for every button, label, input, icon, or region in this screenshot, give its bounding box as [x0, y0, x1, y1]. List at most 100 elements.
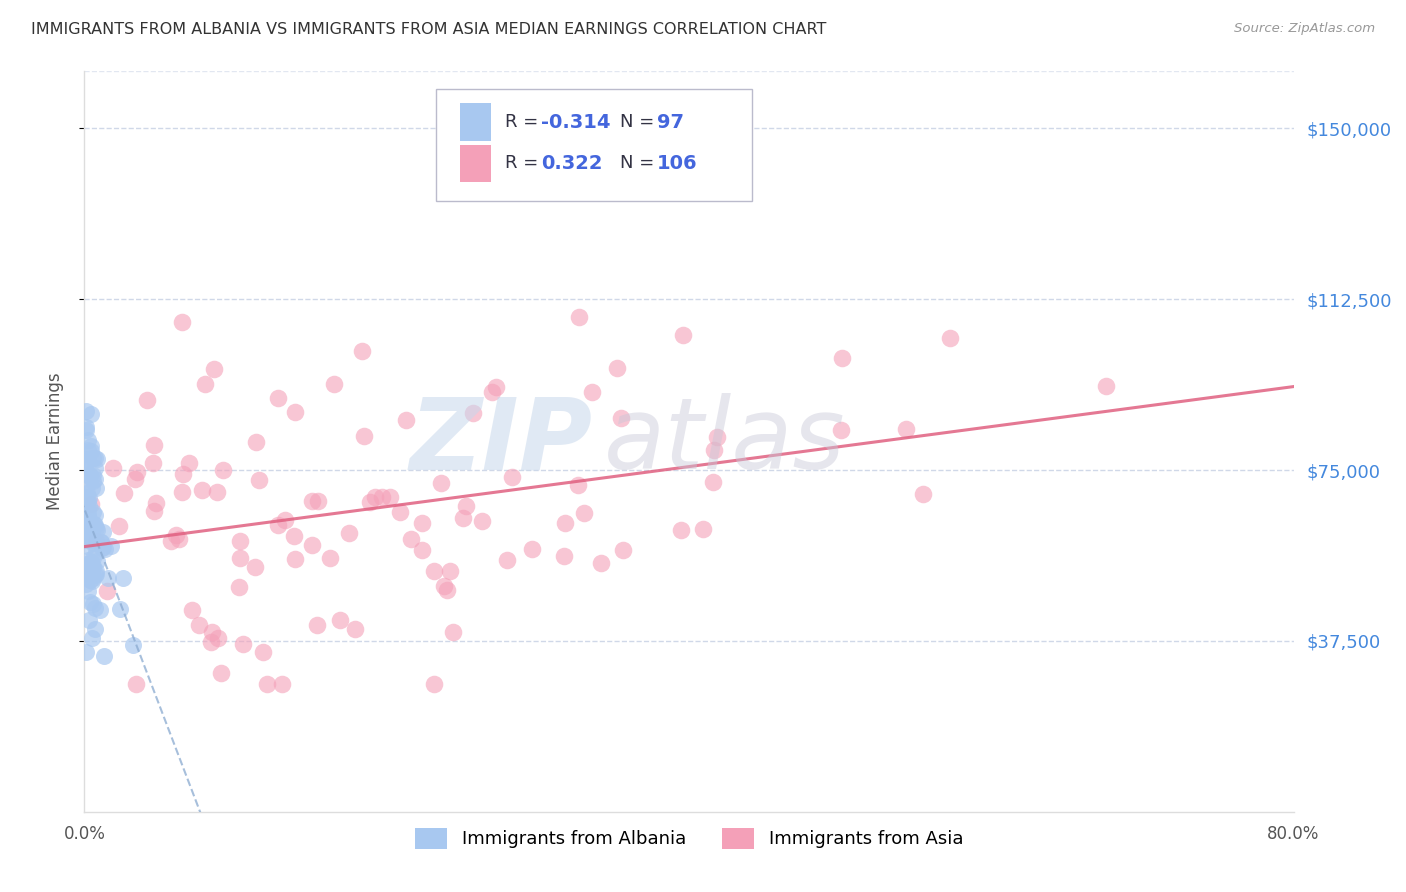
Point — [252, 645, 274, 659]
Point — [77, 513, 100, 527]
Point — [76, 494, 98, 508]
Point — [82, 450, 104, 465]
Point — [481, 384, 503, 399]
Point — [80, 631, 103, 645]
Point — [364, 491, 387, 505]
Point — [80, 521, 103, 535]
Point — [77, 494, 100, 508]
Point — [270, 677, 292, 691]
Point — [84, 566, 107, 581]
Point — [89, 603, 111, 617]
Point — [436, 583, 458, 598]
Point — [401, 532, 423, 546]
Point — [896, 422, 918, 436]
Point — [232, 637, 254, 651]
Text: R =: R = — [505, 113, 544, 131]
Point — [319, 551, 342, 566]
Point — [422, 677, 444, 691]
Point — [77, 443, 100, 458]
Point — [82, 505, 104, 519]
Point — [75, 523, 97, 537]
Point — [82, 558, 104, 573]
Point — [75, 502, 97, 516]
Point — [79, 595, 101, 609]
Point — [79, 560, 101, 574]
Point — [172, 315, 194, 329]
Point — [520, 541, 543, 556]
Point — [90, 535, 112, 549]
Point — [433, 579, 456, 593]
Point — [554, 516, 576, 530]
Point — [353, 429, 375, 443]
Point — [245, 435, 267, 450]
Point — [90, 535, 112, 549]
Point — [256, 677, 278, 691]
Point — [96, 584, 118, 599]
Point — [75, 423, 97, 437]
Point — [112, 485, 135, 500]
Point — [80, 407, 103, 421]
Point — [76, 584, 98, 599]
Point — [86, 524, 108, 538]
Point — [82, 597, 104, 611]
Point — [108, 602, 131, 616]
Point — [77, 614, 100, 628]
Point — [209, 666, 232, 681]
Point — [77, 567, 100, 582]
Point — [82, 563, 104, 577]
Point — [702, 475, 724, 490]
Point — [411, 516, 433, 530]
Point — [142, 504, 165, 518]
Point — [84, 533, 107, 548]
Point — [267, 518, 290, 533]
Point — [80, 574, 103, 588]
Point — [177, 456, 200, 470]
Point — [82, 571, 104, 585]
Point — [80, 481, 103, 495]
Point — [283, 529, 305, 543]
Point — [284, 405, 307, 419]
Point — [76, 505, 98, 519]
Point — [485, 379, 508, 393]
Point — [703, 442, 725, 457]
Text: IMMIGRANTS FROM ALBANIA VS IMMIGRANTS FROM ASIA MEDIAN EARNINGS CORRELATION CHAR: IMMIGRANTS FROM ALBANIA VS IMMIGRANTS FR… — [31, 22, 827, 37]
Point — [83, 517, 105, 532]
Point — [75, 499, 97, 513]
Point — [107, 518, 129, 533]
Point — [143, 438, 166, 452]
Point — [274, 513, 297, 527]
Point — [75, 577, 97, 591]
Point — [84, 545, 107, 559]
Point — [76, 516, 98, 531]
Point — [181, 603, 204, 617]
Point — [706, 430, 728, 444]
Point — [80, 558, 103, 573]
Text: atlas: atlas — [605, 393, 846, 490]
Point — [830, 424, 852, 438]
Point — [76, 485, 98, 500]
Point — [83, 622, 105, 636]
Point — [93, 648, 115, 663]
Point — [609, 410, 631, 425]
Point — [247, 473, 270, 487]
Point — [80, 439, 103, 453]
Point — [80, 444, 103, 458]
Point — [581, 385, 603, 400]
Point — [83, 568, 105, 582]
Point — [194, 376, 217, 391]
Point — [201, 625, 224, 640]
Point — [75, 455, 97, 469]
Point — [135, 392, 157, 407]
Point — [323, 377, 346, 392]
Text: R =: R = — [505, 154, 550, 172]
Point — [207, 631, 229, 645]
Point — [307, 618, 329, 632]
Text: 106: 106 — [657, 153, 697, 173]
Legend: Immigrants from Albania, Immigrants from Asia: Immigrants from Albania, Immigrants from… — [408, 821, 970, 856]
Point — [423, 565, 446, 579]
Point — [567, 478, 589, 492]
Point — [79, 499, 101, 513]
Point — [125, 677, 148, 691]
Point — [389, 505, 412, 519]
Point — [307, 494, 329, 508]
